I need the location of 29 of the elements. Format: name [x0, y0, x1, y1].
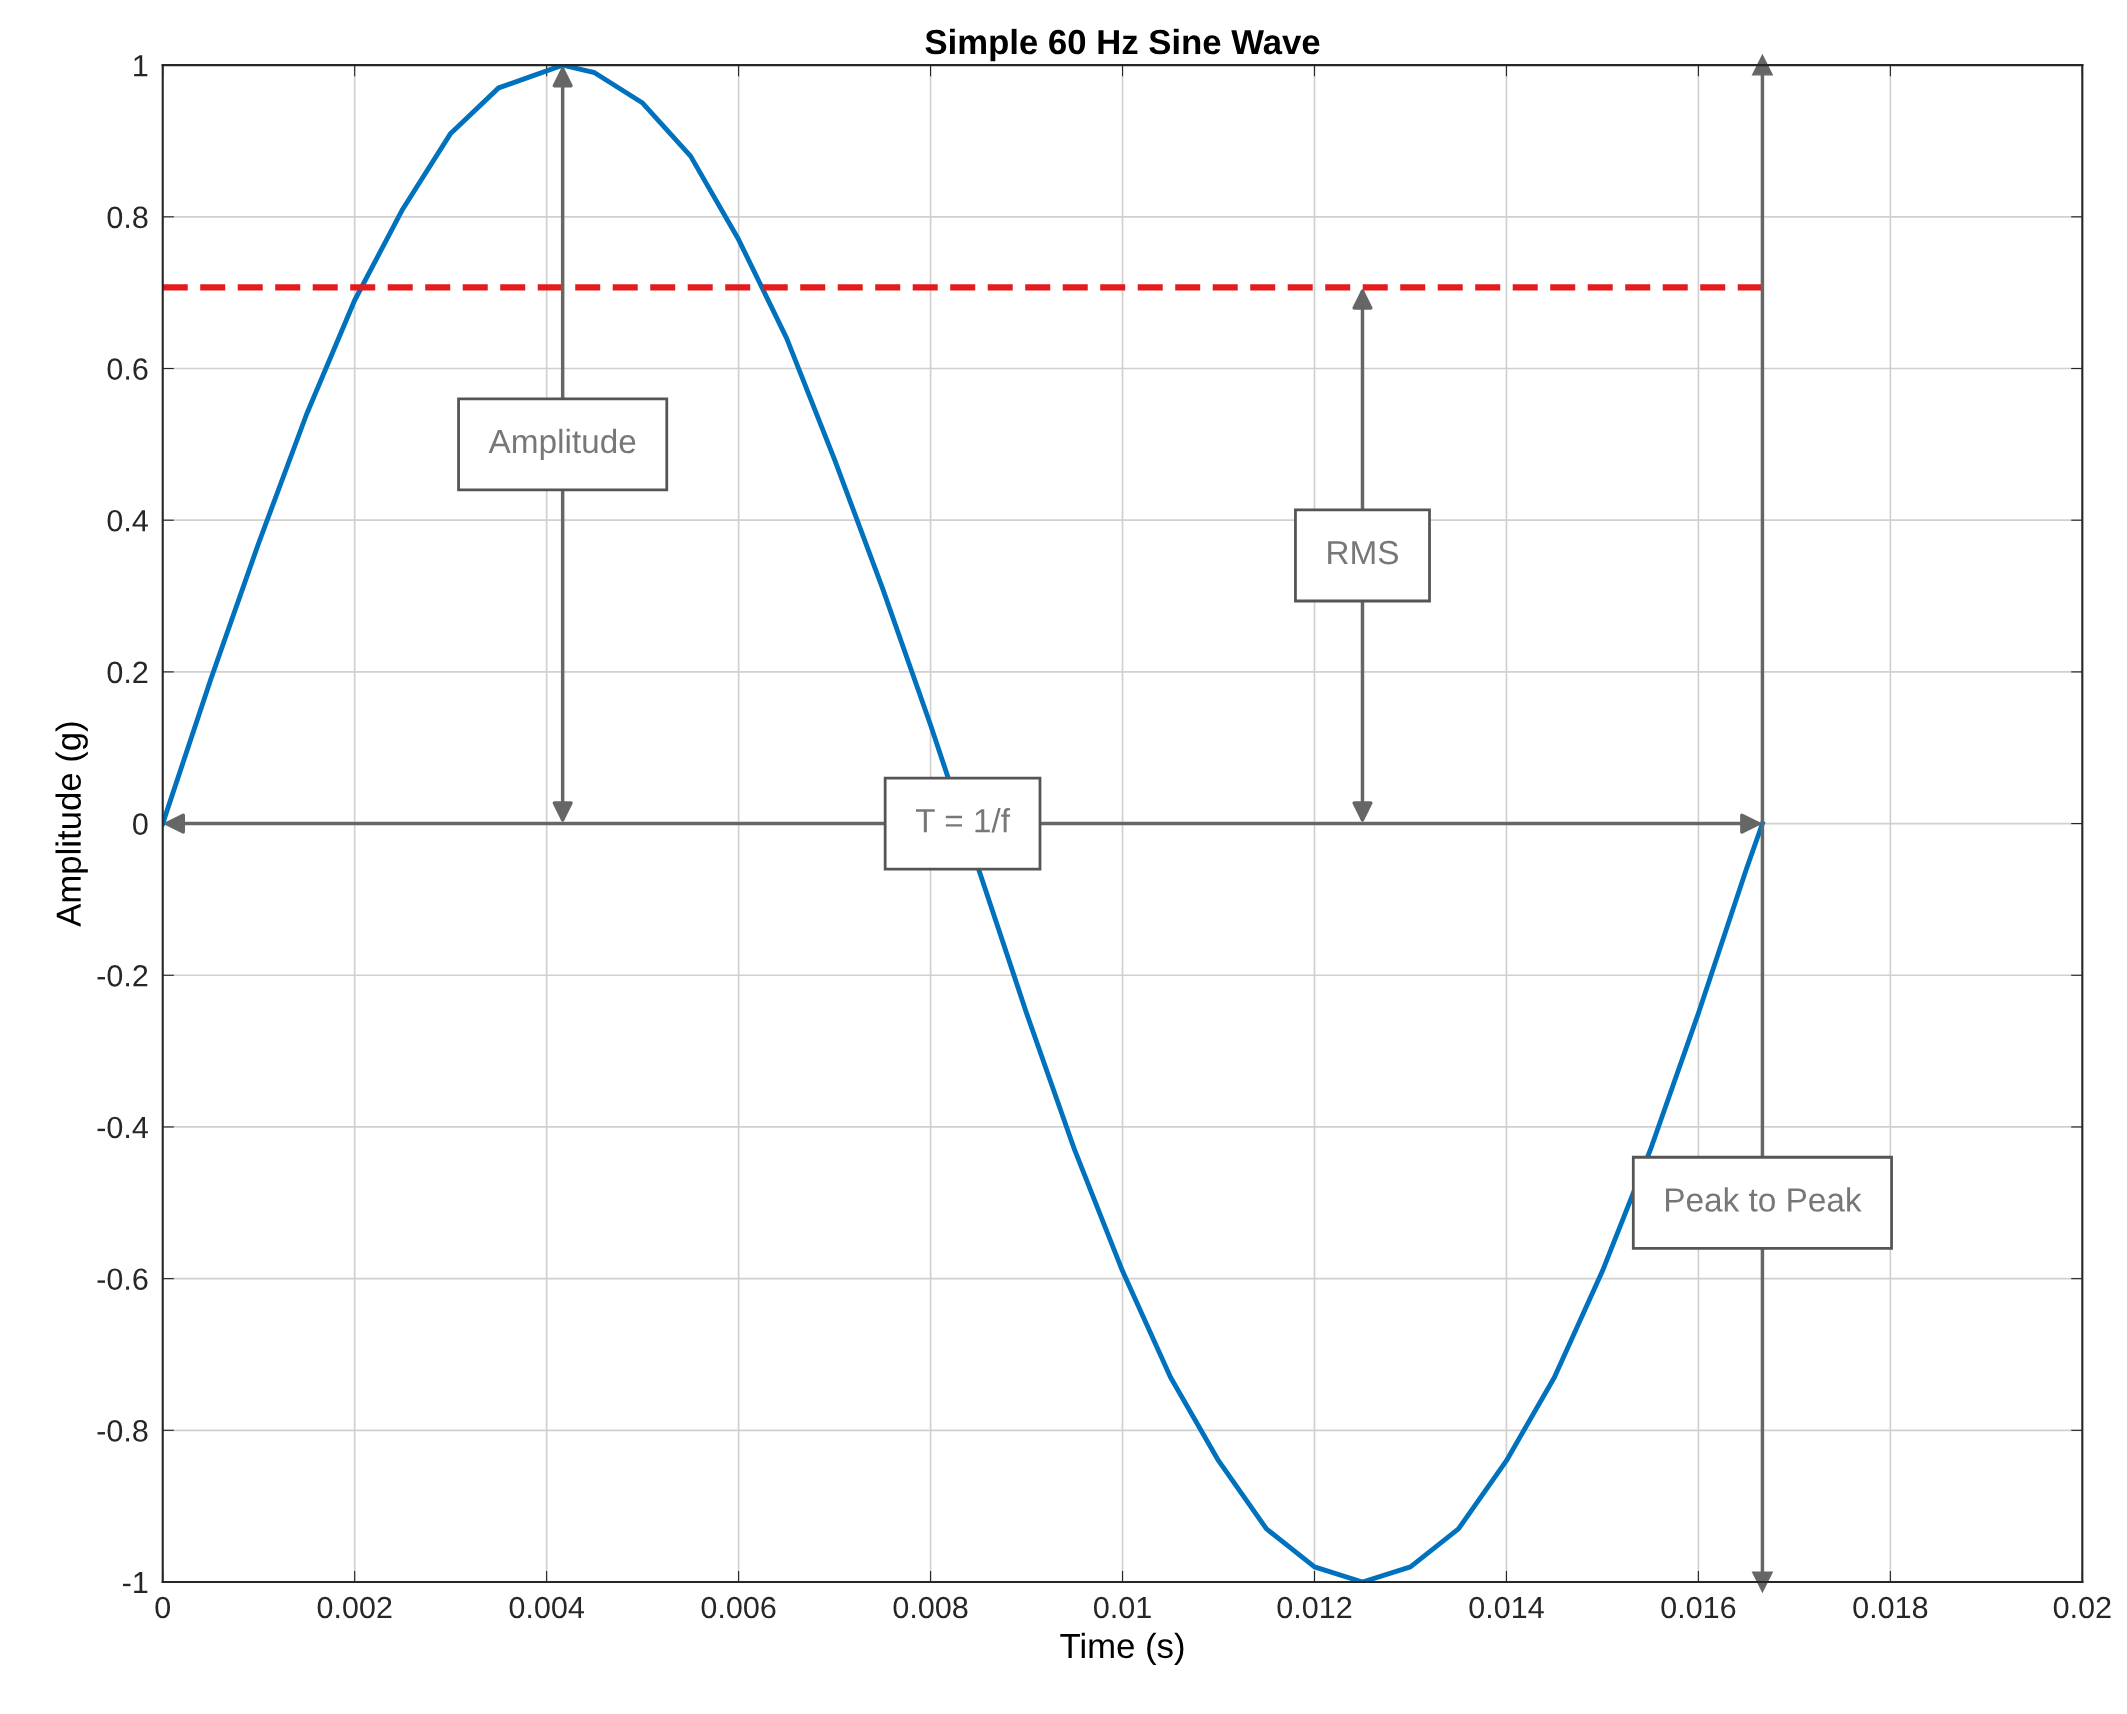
y-tick-label: -0.2 — [97, 965, 148, 987]
y-tick-label: 1 — [134, 55, 148, 77]
y-tick-label: -0.4 — [97, 1116, 148, 1139]
y-tick-label: 0.6 — [107, 358, 148, 380]
annotation: Amplitude — [488, 428, 636, 460]
y-tick-label: 0.2 — [107, 661, 148, 684]
y-tick-label: 0.8 — [107, 206, 148, 229]
x-tick-label: 0.014 — [1469, 1596, 1544, 1619]
y-tick-label: -1 — [123, 1572, 148, 1594]
x-tick-label: 0.008 — [893, 1596, 968, 1619]
x-tick-label: 0.012 — [1277, 1596, 1352, 1619]
x-tick-label: 0.018 — [1853, 1596, 1928, 1619]
x-tick-label: 0.01 — [1093, 1596, 1151, 1619]
x-tick-label: 0 — [155, 1596, 171, 1619]
annotation: RMS — [1328, 540, 1398, 565]
y-tick-label: -0.6 — [97, 1268, 148, 1291]
ref-line-label: Peak to Peak — [1666, 1187, 1862, 1212]
annotation: T = 1/f — [915, 808, 1011, 833]
y-tick-label: -0.8 — [97, 1420, 148, 1442]
x-tick-label: 0.016 — [1661, 1596, 1736, 1619]
x-tick-label: 0.002 — [317, 1596, 392, 1619]
y-axis-title: Amplitude (g) — [55, 722, 88, 927]
x-axis-title: Time (s) — [1060, 1632, 1184, 1666]
y-tick-label: 0.4 — [107, 509, 148, 532]
chart-title: Simple 60 Hz Sine Wave — [925, 28, 1320, 62]
x-tick-label: 0.006 — [701, 1596, 776, 1619]
x-tick-label: 0.004 — [509, 1596, 584, 1619]
x-tick-label: 0.02 — [2053, 1596, 2111, 1619]
y-tick-label: 0 — [133, 813, 148, 835]
